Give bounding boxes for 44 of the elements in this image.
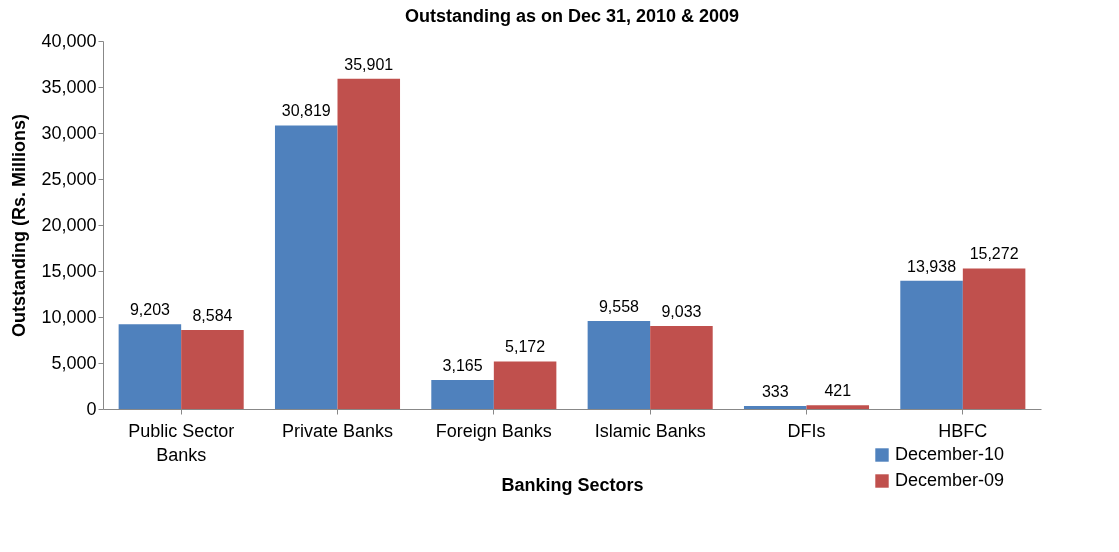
data-label: 9,558: [598, 298, 640, 316]
x-tick-label: DFIs: [787, 420, 826, 441]
chart-title: Outstanding as on Dec 31, 2010 & 2009: [404, 6, 740, 26]
bar: [900, 280, 963, 409]
data-label: 9,033: [661, 302, 702, 320]
y-tick-label: 10,000: [41, 306, 97, 327]
bar: [118, 324, 182, 409]
data-label: 8,584: [192, 307, 233, 325]
y-tick-label: 35,000: [41, 76, 97, 97]
x-tick-label: Public Sector Banks: [128, 420, 235, 465]
x-axis-title: Banking Sectors: [501, 474, 644, 495]
data-label: 421: [824, 382, 852, 400]
y-tick-label: 0: [86, 398, 97, 419]
x-tick-label: Foreign Banks: [435, 420, 552, 441]
data-label: 35,901: [344, 55, 394, 73]
y-tick-label: 5,000: [51, 352, 97, 373]
x-tick-label: Islamic Banks: [594, 420, 706, 441]
data-label: 30,819: [281, 102, 331, 120]
bar: [181, 330, 244, 409]
bar: [743, 405, 807, 409]
x-tick-label: Private Banks: [281, 420, 394, 441]
y-tick-label: 40,000: [41, 30, 97, 51]
data-label: 333: [761, 382, 789, 400]
bar: [650, 325, 713, 409]
y-tick-label: 25,000: [41, 168, 97, 189]
data-label: 3,165: [442, 356, 483, 374]
data-label: 15,272: [969, 245, 1019, 263]
bar: [962, 268, 1026, 409]
data-label: 5,172: [505, 338, 546, 356]
bar: [431, 379, 494, 409]
y-axis-title: Outstanding (Rs. Millions): [9, 114, 30, 337]
legend-label: December-10: [895, 444, 1005, 464]
y-tick-label: 30,000: [41, 122, 97, 143]
bar: [274, 125, 338, 409]
bar: [337, 78, 401, 409]
data-label: 13,938: [907, 257, 957, 275]
y-tick-label: 20,000: [41, 214, 97, 235]
bar: [493, 361, 557, 409]
legend-label: December-09: [895, 470, 1005, 490]
bar: [806, 405, 870, 409]
x-tick-label: HBFC: [938, 420, 988, 441]
y-tick-label: 15,000: [41, 260, 97, 281]
data-label: 9,203: [129, 301, 171, 319]
bar: [587, 321, 651, 409]
